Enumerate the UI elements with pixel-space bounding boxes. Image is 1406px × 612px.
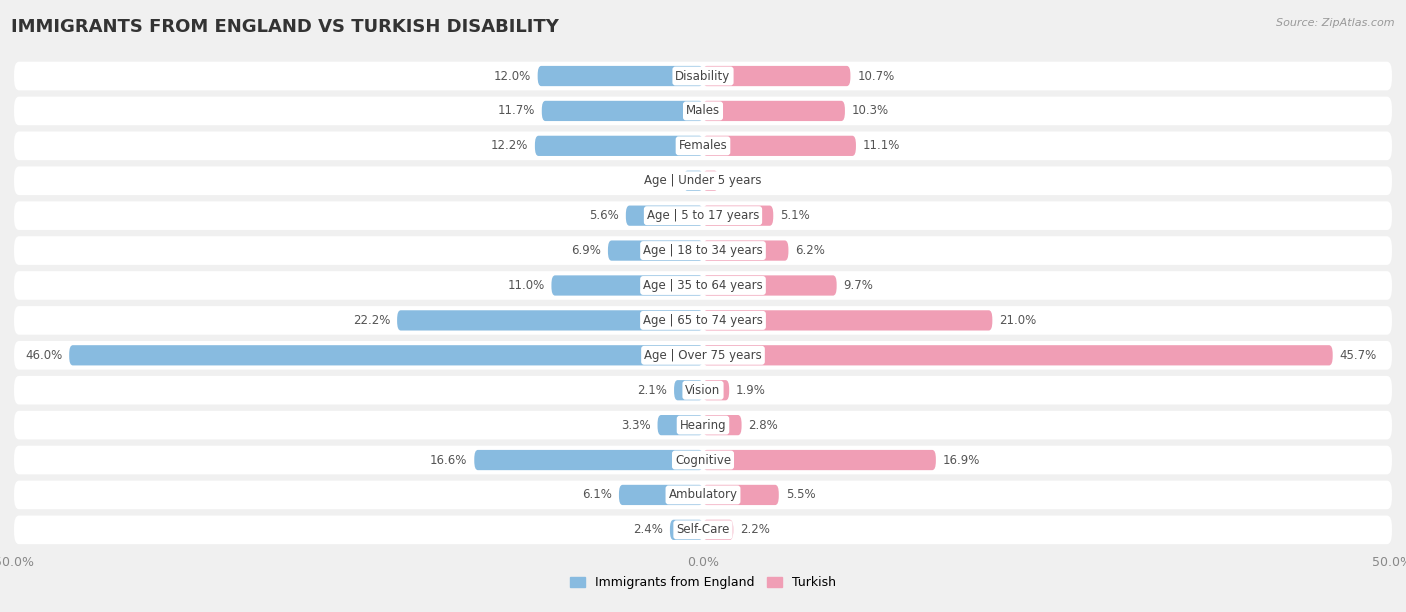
FancyBboxPatch shape: [14, 97, 1392, 125]
Text: Age | 35 to 64 years: Age | 35 to 64 years: [643, 279, 763, 292]
FancyBboxPatch shape: [534, 136, 703, 156]
Text: 12.0%: 12.0%: [494, 70, 531, 83]
Text: 11.7%: 11.7%: [498, 105, 534, 118]
Text: 11.1%: 11.1%: [863, 140, 900, 152]
FancyBboxPatch shape: [14, 306, 1392, 335]
FancyBboxPatch shape: [703, 520, 734, 540]
Text: 1.9%: 1.9%: [737, 384, 766, 397]
FancyBboxPatch shape: [703, 171, 718, 191]
FancyBboxPatch shape: [14, 446, 1392, 474]
FancyBboxPatch shape: [14, 271, 1392, 300]
FancyBboxPatch shape: [474, 450, 703, 470]
FancyBboxPatch shape: [541, 101, 703, 121]
FancyBboxPatch shape: [703, 345, 1333, 365]
Text: 46.0%: 46.0%: [25, 349, 62, 362]
Legend: Immigrants from England, Turkish: Immigrants from England, Turkish: [569, 576, 837, 589]
FancyBboxPatch shape: [703, 136, 856, 156]
Text: 1.1%: 1.1%: [725, 174, 755, 187]
FancyBboxPatch shape: [673, 380, 703, 400]
FancyBboxPatch shape: [14, 236, 1392, 265]
Text: 10.3%: 10.3%: [852, 105, 889, 118]
Text: Age | 5 to 17 years: Age | 5 to 17 years: [647, 209, 759, 222]
FancyBboxPatch shape: [14, 166, 1392, 195]
Text: 16.9%: 16.9%: [943, 453, 980, 466]
Text: 2.8%: 2.8%: [748, 419, 778, 431]
FancyBboxPatch shape: [537, 66, 703, 86]
Text: Vision: Vision: [685, 384, 721, 397]
FancyBboxPatch shape: [14, 201, 1392, 230]
FancyBboxPatch shape: [658, 415, 703, 435]
FancyBboxPatch shape: [703, 241, 789, 261]
Text: Disability: Disability: [675, 70, 731, 83]
Text: 16.6%: 16.6%: [430, 453, 467, 466]
Text: 10.7%: 10.7%: [858, 70, 894, 83]
Text: 9.7%: 9.7%: [844, 279, 873, 292]
Text: 2.2%: 2.2%: [740, 523, 770, 536]
FancyBboxPatch shape: [703, 310, 993, 330]
Text: 22.2%: 22.2%: [353, 314, 391, 327]
FancyBboxPatch shape: [703, 101, 845, 121]
FancyBboxPatch shape: [551, 275, 703, 296]
Text: 6.2%: 6.2%: [796, 244, 825, 257]
Text: Source: ZipAtlas.com: Source: ZipAtlas.com: [1277, 18, 1395, 28]
FancyBboxPatch shape: [626, 206, 703, 226]
Text: 1.4%: 1.4%: [647, 174, 676, 187]
Text: 2.4%: 2.4%: [633, 523, 664, 536]
Text: 5.6%: 5.6%: [589, 209, 619, 222]
Text: IMMIGRANTS FROM ENGLAND VS TURKISH DISABILITY: IMMIGRANTS FROM ENGLAND VS TURKISH DISAB…: [11, 18, 560, 36]
FancyBboxPatch shape: [683, 171, 703, 191]
FancyBboxPatch shape: [14, 132, 1392, 160]
FancyBboxPatch shape: [703, 275, 837, 296]
Text: 5.1%: 5.1%: [780, 209, 810, 222]
Text: Age | Under 5 years: Age | Under 5 years: [644, 174, 762, 187]
FancyBboxPatch shape: [14, 62, 1392, 91]
FancyBboxPatch shape: [607, 241, 703, 261]
FancyBboxPatch shape: [703, 66, 851, 86]
FancyBboxPatch shape: [703, 485, 779, 505]
Text: Hearing: Hearing: [679, 419, 727, 431]
FancyBboxPatch shape: [14, 411, 1392, 439]
FancyBboxPatch shape: [703, 415, 741, 435]
FancyBboxPatch shape: [69, 345, 703, 365]
Text: 6.1%: 6.1%: [582, 488, 612, 501]
Text: 45.7%: 45.7%: [1340, 349, 1376, 362]
Text: 5.5%: 5.5%: [786, 488, 815, 501]
Text: 2.1%: 2.1%: [637, 384, 668, 397]
FancyBboxPatch shape: [14, 480, 1392, 509]
FancyBboxPatch shape: [703, 450, 936, 470]
FancyBboxPatch shape: [619, 485, 703, 505]
Text: 21.0%: 21.0%: [1000, 314, 1036, 327]
FancyBboxPatch shape: [396, 310, 703, 330]
Text: Females: Females: [679, 140, 727, 152]
FancyBboxPatch shape: [14, 515, 1392, 544]
FancyBboxPatch shape: [14, 341, 1392, 370]
Text: 6.9%: 6.9%: [571, 244, 600, 257]
FancyBboxPatch shape: [14, 376, 1392, 405]
FancyBboxPatch shape: [703, 206, 773, 226]
Text: 11.0%: 11.0%: [508, 279, 544, 292]
Text: 12.2%: 12.2%: [491, 140, 529, 152]
Text: 3.3%: 3.3%: [621, 419, 651, 431]
FancyBboxPatch shape: [669, 520, 703, 540]
FancyBboxPatch shape: [703, 380, 730, 400]
Text: Cognitive: Cognitive: [675, 453, 731, 466]
Text: Males: Males: [686, 105, 720, 118]
Text: Age | 18 to 34 years: Age | 18 to 34 years: [643, 244, 763, 257]
Text: Self-Care: Self-Care: [676, 523, 730, 536]
Text: Age | 65 to 74 years: Age | 65 to 74 years: [643, 314, 763, 327]
Text: Age | Over 75 years: Age | Over 75 years: [644, 349, 762, 362]
Text: Ambulatory: Ambulatory: [668, 488, 738, 501]
